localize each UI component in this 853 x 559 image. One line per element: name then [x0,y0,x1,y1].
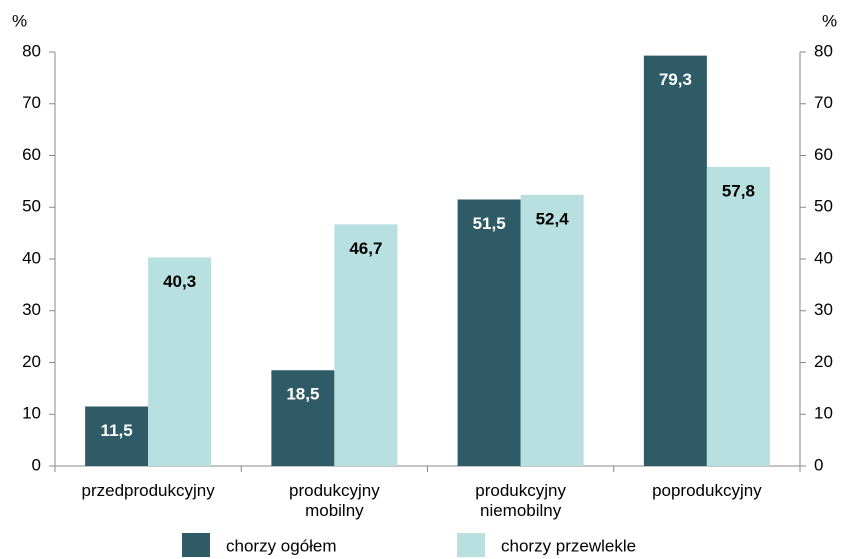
data-label: 11,5 [101,421,133,440]
bar [85,406,149,466]
x-tick-label: produkcyjny niemobilny [475,481,566,520]
y2-tick-label: 40 [814,248,833,267]
bar [643,55,707,467]
y-tick-label: 80 [22,41,41,60]
y2-tick-label: 0 [814,455,823,474]
y-tick-label: 50 [22,197,41,216]
legend-label: chorzy ogółem [226,536,337,555]
legend-label: chorzy przewlekle [501,536,636,555]
y-tick-label: 30 [22,300,41,319]
x-tick-label: produkcyjny mobilny [289,481,380,520]
bar [520,194,584,466]
data-label: 18,5 [286,385,319,404]
y-tick-label: 0 [32,455,41,474]
x-tick-label: poprodukcyjny [652,481,762,500]
y-tick-label: 40 [22,248,41,267]
legend-swatch [182,533,210,557]
bar [457,199,521,467]
y2-tick-label: 70 [814,93,833,112]
data-label: 57,8 [722,181,755,200]
y2-tick-label: 10 [814,404,833,423]
data-label: 79,3 [659,70,692,89]
bar [271,370,335,466]
y2-tick-label: 80 [814,41,833,60]
bar [706,166,770,466]
x-tick-label: przedprodukcyjny [81,481,215,500]
y-tick-label: 20 [22,352,41,371]
y2-tick-label: 60 [814,145,833,164]
y2-tick-label: 20 [814,352,833,371]
bar [148,257,212,466]
y2-axis-label: % [822,11,837,30]
y2-tick-label: 50 [814,197,833,216]
y-axis-label: % [12,11,27,30]
data-label: 51,5 [473,214,506,233]
y-tick-label: 70 [22,93,41,112]
data-label: 46,7 [349,239,382,258]
y2-tick-label: 30 [814,300,833,319]
y-tick-label: 10 [22,404,41,423]
data-label: 52,4 [536,209,570,228]
y-tick-label: 60 [22,145,41,164]
legend-swatch [457,533,485,557]
data-label: 40,3 [163,272,196,291]
bar [334,224,398,466]
